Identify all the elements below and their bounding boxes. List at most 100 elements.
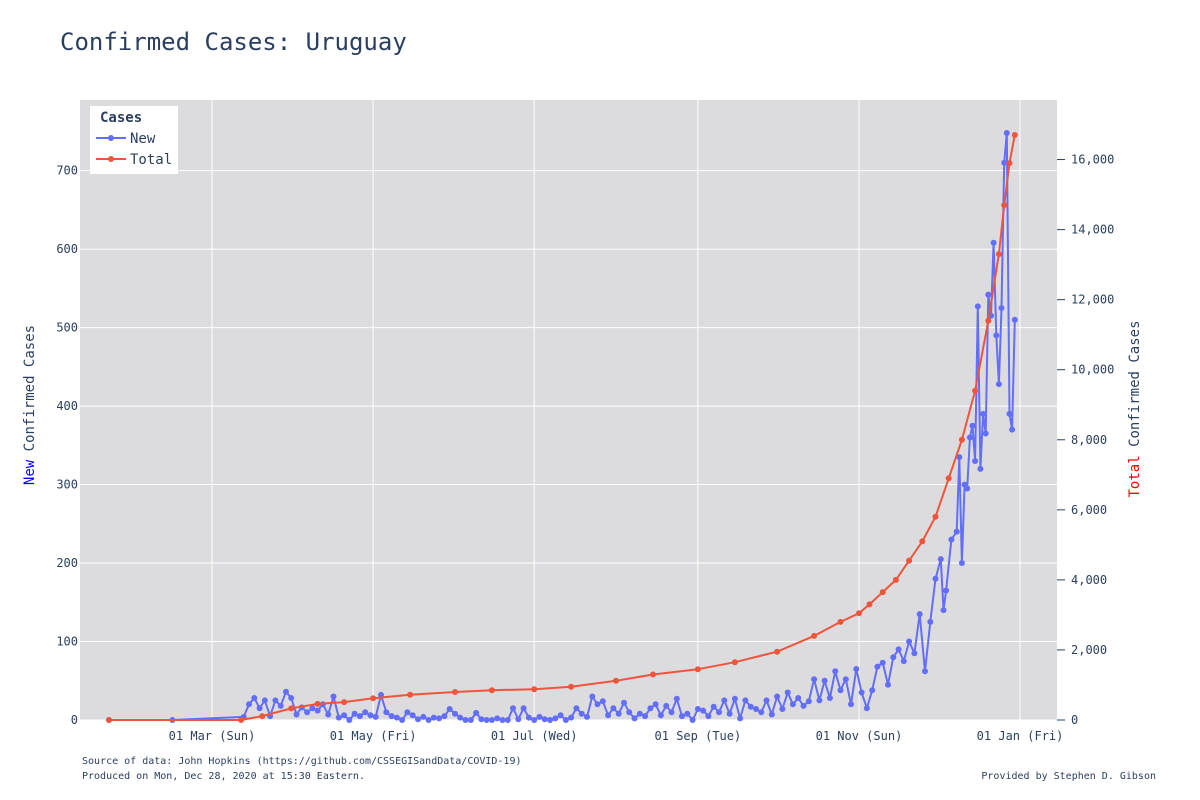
data-point-new[interactable]: [1009, 426, 1016, 433]
data-point-new[interactable]: [932, 575, 939, 582]
data-point-total[interactable]: [958, 436, 965, 443]
data-point-new[interactable]: [679, 713, 685, 720]
data-point-new[interactable]: [768, 711, 775, 718]
data-point-new[interactable]: [784, 689, 791, 696]
data-point-new[interactable]: [515, 716, 522, 723]
data-point-new[interactable]: [341, 712, 348, 719]
data-point-total[interactable]: [106, 717, 112, 723]
data-point-new[interactable]: [763, 697, 770, 704]
data-point-new[interactable]: [874, 663, 881, 670]
data-point-total[interactable]: [341, 699, 348, 706]
data-point-new[interactable]: [404, 709, 411, 716]
data-point-total[interactable]: [238, 717, 245, 723]
data-point-new[interactable]: [863, 705, 870, 712]
data-point-new[interactable]: [943, 587, 950, 594]
data-point-new[interactable]: [922, 668, 928, 675]
data-point-total[interactable]: [972, 387, 979, 394]
data-point-total[interactable]: [1011, 132, 1018, 138]
data-point-new[interactable]: [473, 709, 480, 716]
data-point-total[interactable]: [1006, 160, 1013, 167]
data-point-new[interactable]: [330, 693, 337, 700]
data-point-new[interactable]: [367, 712, 374, 719]
data-point-new[interactable]: [536, 713, 543, 720]
data-point-new[interactable]: [478, 716, 485, 723]
data-point-new[interactable]: [832, 668, 839, 675]
data-point-total[interactable]: [370, 695, 377, 702]
data-point-new[interactable]: [388, 713, 395, 720]
data-point-new[interactable]: [816, 697, 823, 704]
data-point-new[interactable]: [826, 695, 833, 701]
data-point-new[interactable]: [663, 702, 670, 709]
data-point-new[interactable]: [504, 717, 511, 723]
data-point-new[interactable]: [351, 710, 358, 717]
data-point-new[interactable]: [462, 717, 469, 723]
data-point-new[interactable]: [283, 688, 289, 695]
data-point-new[interactable]: [998, 305, 1005, 311]
data-point-new[interactable]: [911, 650, 918, 657]
data-point-new[interactable]: [293, 711, 300, 718]
data-point-total[interactable]: [1001, 202, 1008, 209]
legend[interactable]: Cases New Total: [90, 106, 178, 174]
data-point-new[interactable]: [520, 705, 527, 712]
data-point-new[interactable]: [848, 701, 854, 708]
data-point-total[interactable]: [731, 659, 738, 666]
data-point-new[interactable]: [256, 705, 263, 712]
data-point-new[interactable]: [657, 712, 664, 719]
data-point-new[interactable]: [821, 677, 828, 684]
data-point-new[interactable]: [805, 698, 812, 705]
data-point-new[interactable]: [246, 701, 252, 708]
data-point-total[interactable]: [288, 705, 295, 712]
data-point-new[interactable]: [599, 698, 606, 705]
data-point-new[interactable]: [626, 709, 633, 716]
data-point-new[interactable]: [399, 717, 406, 723]
data-point-new[interactable]: [647, 705, 654, 712]
data-point-new[interactable]: [531, 717, 538, 723]
data-point-new[interactable]: [684, 710, 691, 717]
data-point-new[interactable]: [694, 706, 701, 712]
data-point-total[interactable]: [407, 691, 414, 698]
data-point-total[interactable]: [866, 601, 873, 608]
data-point-new[interactable]: [499, 717, 506, 723]
data-point-new[interactable]: [393, 714, 400, 721]
data-point-new[interactable]: [642, 713, 649, 720]
data-point-new[interactable]: [900, 658, 907, 665]
data-point-new[interactable]: [879, 659, 886, 666]
data-point-new[interactable]: [753, 706, 759, 712]
data-point-new[interactable]: [906, 638, 913, 645]
data-point-new[interactable]: [985, 291, 992, 298]
data-point-new[interactable]: [578, 710, 585, 717]
data-point-new[interactable]: [430, 714, 437, 721]
data-point-new[interactable]: [652, 701, 659, 708]
data-point-new[interactable]: [966, 434, 973, 441]
data-point-new[interactable]: [937, 556, 944, 563]
data-point-new[interactable]: [1003, 130, 1010, 136]
data-point-total[interactable]: [531, 686, 538, 693]
data-point-new[interactable]: [610, 705, 617, 712]
data-point-new[interactable]: [378, 691, 384, 698]
data-point-total[interactable]: [452, 689, 458, 695]
data-point-new[interactable]: [636, 710, 643, 717]
data-point-new[interactable]: [811, 676, 818, 683]
data-point-new[interactable]: [304, 709, 311, 716]
legend-item-new[interactable]: New: [96, 131, 156, 147]
data-point-new[interactable]: [980, 410, 987, 417]
data-point-new[interactable]: [789, 701, 796, 708]
data-point-new[interactable]: [948, 536, 955, 543]
data-point-new[interactable]: [562, 717, 569, 723]
data-point-new[interactable]: [452, 710, 458, 717]
data-point-new[interactable]: [800, 702, 807, 709]
data-point-new[interactable]: [895, 646, 902, 653]
data-point-new[interactable]: [1011, 316, 1018, 323]
data-point-new[interactable]: [325, 711, 332, 718]
data-point-new[interactable]: [916, 611, 923, 618]
data-point-new[interactable]: [705, 713, 712, 720]
data-point-new[interactable]: [568, 714, 575, 721]
data-point-new[interactable]: [953, 528, 960, 535]
data-point-total[interactable]: [694, 666, 701, 673]
data-point-new[interactable]: [557, 712, 564, 719]
data-point-new[interactable]: [446, 706, 453, 712]
data-point-new[interactable]: [972, 458, 979, 464]
data-point-total[interactable]: [613, 677, 619, 684]
data-point-total[interactable]: [892, 576, 899, 583]
data-point-total[interactable]: [856, 610, 862, 617]
